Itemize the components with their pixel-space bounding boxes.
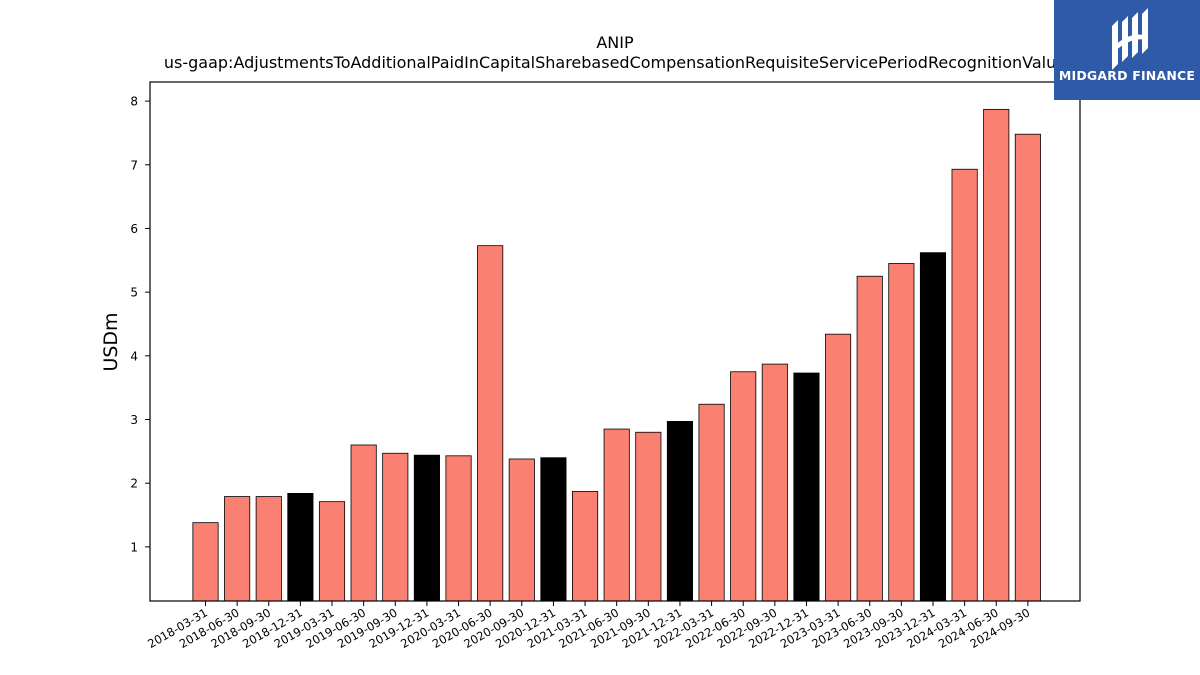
bar-2023-09-30 (888, 263, 915, 602)
y-tick-label: 4 (130, 349, 138, 363)
y-axis-ticks: 1 2 3 4 5 6 7 8 (130, 95, 150, 554)
bar-2020-03-31 (445, 455, 472, 602)
y-axis-label: USDm (100, 312, 122, 371)
bar-2018-12-31 (287, 492, 314, 602)
bars-layer (192, 108, 1041, 602)
bar-2019-09-30 (382, 452, 409, 602)
bar-2023-06-30 (856, 275, 883, 602)
x-axis-ticks: 2018-03-312018-06-302018-09-302018-12-31… (145, 601, 1032, 651)
logo-text: MIDGARD FINANCE (1058, 68, 1196, 83)
y-tick-label: 7 (130, 158, 138, 172)
y-tick-label: 5 (130, 286, 138, 300)
y-tick-label: 1 (130, 540, 138, 554)
y-tick-label: 6 (130, 222, 138, 236)
bar-2022-06-30 (730, 371, 757, 602)
bar-2019-06-30 (350, 444, 377, 602)
bar-2024-09-30 (1014, 133, 1041, 602)
chart-title: ANIP (596, 33, 634, 52)
bar-2020-09-30 (508, 458, 535, 602)
bar-2019-12-31 (413, 454, 440, 602)
chart-subtitle: us-gaap:AdjustmentsToAdditionalPaidInCap… (164, 53, 1066, 72)
bar-2021-03-31 (572, 491, 599, 602)
bar-2023-03-31 (825, 333, 852, 602)
midgard-finance-logo: MIDGARD FINANCE (1054, 0, 1200, 100)
bar-2024-06-30 (983, 108, 1010, 602)
bar-2018-03-31 (192, 522, 219, 602)
y-tick-label: 3 (130, 413, 138, 427)
y-tick-label: 2 (130, 477, 138, 491)
logo-mark-icon (1112, 8, 1148, 70)
bar-2023-12-31 (919, 252, 947, 602)
bar-2021-12-31 (666, 421, 693, 602)
bar-2018-06-30 (224, 496, 251, 602)
bar-2021-06-30 (603, 428, 630, 602)
bar-2018-09-30 (255, 496, 282, 602)
bar-2022-09-30 (761, 363, 788, 602)
bar-2021-09-30 (635, 431, 662, 602)
y-tick-label: 8 (130, 95, 138, 109)
bar-2022-12-31 (793, 372, 820, 602)
bar-2020-06-30 (477, 245, 504, 602)
bar-2020-12-31 (540, 457, 567, 602)
bar-2022-03-31 (698, 403, 725, 602)
bar-2024-03-31 (951, 168, 978, 602)
plot-area-frame (149, 81, 1081, 602)
bar-2019-03-31 (318, 501, 346, 602)
